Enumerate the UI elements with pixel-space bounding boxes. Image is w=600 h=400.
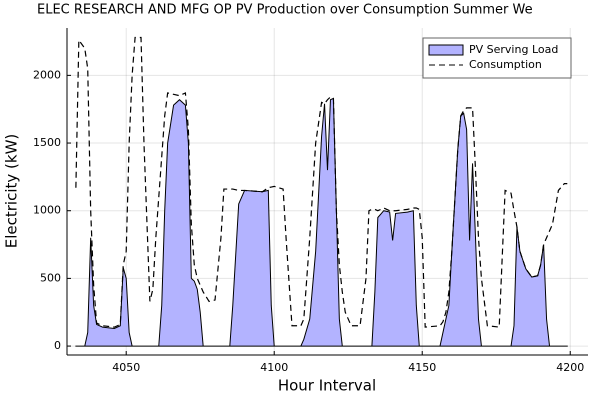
legend-label: PV Serving Load: [469, 43, 558, 56]
x-axis-label: Hour Interval: [278, 377, 376, 395]
y-tick-label: 500: [40, 271, 61, 284]
y-tick-label: 0: [54, 339, 61, 352]
y-tick-label: 1500: [33, 136, 61, 149]
consumption-line: [75, 36, 568, 328]
x-tick-label: 4200: [556, 361, 584, 374]
y-tick-label: 2000: [33, 68, 61, 81]
legend-label: Consumption: [469, 58, 542, 71]
x-tick-label: 4100: [260, 361, 288, 374]
y-axis-label: Electricity (kW): [3, 134, 21, 249]
x-tick-label: 4150: [408, 361, 436, 374]
pv-area: [75, 97, 568, 347]
x-tick-label: 4050: [112, 361, 140, 374]
legend-swatch: [428, 44, 464, 56]
y-tick-label: 1000: [33, 204, 61, 217]
chart-title: ELEC RESEARCH AND MFG OP PV Production o…: [37, 3, 533, 18]
